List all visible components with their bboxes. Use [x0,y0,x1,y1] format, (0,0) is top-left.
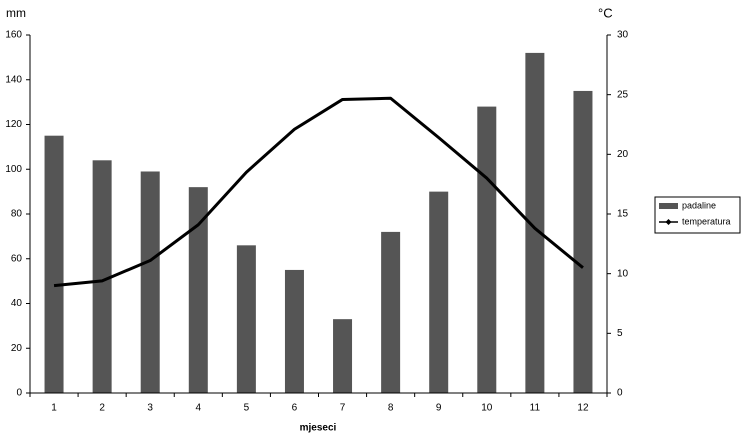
bar [333,319,353,393]
x-tick-label: 6 [292,403,298,414]
y2-tick-label: 0 [617,388,623,399]
y2-tick-label: 25 [617,89,629,100]
y2-axis-label: °C [598,5,613,20]
x-tick-label: 1 [51,403,57,414]
y2-tick-label: 5 [617,328,623,339]
legend-marker [665,219,672,225]
x-axis-label: mjeseci [300,423,337,434]
y-tick-label: 60 [11,253,23,264]
bar [188,187,208,393]
bar [140,171,160,393]
x-tick-label: 7 [340,403,346,414]
y2-tick-label: 10 [617,268,629,279]
bar [284,269,304,393]
y-axis-label: mm [6,6,26,20]
x-tick-label: 10 [481,403,493,414]
line [53,96,584,288]
bar [573,90,593,393]
x-tick-label: 9 [436,403,442,414]
bar [525,52,545,394]
y2-tick-label: 30 [617,30,629,41]
bar [381,231,401,393]
bar [236,245,256,393]
y-tick-label: 80 [11,209,23,220]
x-tick-label: 11 [530,403,541,414]
x-tick-label: 4 [196,403,202,414]
x-tick-label: 3 [147,403,153,414]
y-tick-label: 160 [5,30,22,41]
bar [429,191,449,393]
x-tick-label: 12 [577,403,589,414]
y-tick-label: 20 [11,343,23,354]
y-tick-label: 0 [16,388,22,399]
bar [44,135,64,393]
y-tick-label: 40 [11,298,23,309]
y-tick-label: 140 [5,74,22,85]
x-tick-label: 2 [99,403,105,414]
bar [92,160,112,393]
legend-label: temperatura [682,216,731,226]
x-tick-label: 5 [244,403,250,414]
bar [477,106,497,393]
legend-label: padaline [682,200,716,210]
y2-tick-label: 15 [617,209,629,220]
x-tick-label: 8 [388,403,394,414]
y-tick-label: 100 [5,164,22,175]
y-tick-label: 120 [5,119,22,130]
y2-tick-label: 20 [617,149,629,160]
legend-swatch [659,203,678,209]
